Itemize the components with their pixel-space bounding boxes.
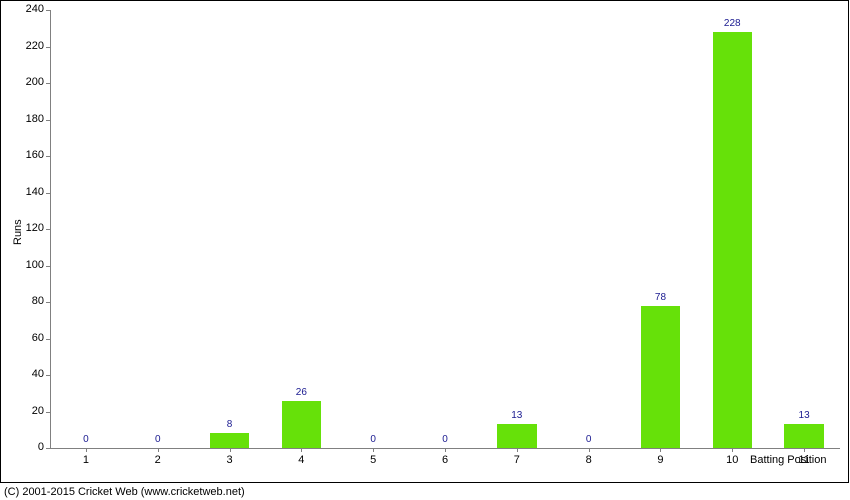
y-tick-label: 160 bbox=[14, 149, 44, 161]
x-tick-mark bbox=[230, 448, 231, 452]
y-tick-label: 200 bbox=[14, 76, 44, 88]
bar bbox=[641, 306, 681, 448]
bar-value-label: 0 bbox=[569, 434, 609, 445]
y-tick-mark bbox=[46, 412, 50, 413]
y-tick-mark bbox=[46, 375, 50, 376]
bar-value-label: 78 bbox=[640, 292, 680, 303]
y-tick-mark bbox=[46, 448, 50, 449]
bar bbox=[210, 433, 250, 448]
y-tick-mark bbox=[46, 339, 50, 340]
y-axis-line bbox=[50, 10, 51, 448]
x-tick-label: 10 bbox=[717, 454, 747, 466]
bar bbox=[784, 424, 824, 448]
y-tick-mark bbox=[46, 120, 50, 121]
x-tick-mark bbox=[373, 448, 374, 452]
y-tick-mark bbox=[46, 83, 50, 84]
x-tick-label: 5 bbox=[358, 454, 388, 466]
x-tick-label: 9 bbox=[645, 454, 675, 466]
bar-value-label: 13 bbox=[784, 410, 824, 421]
x-tick-mark bbox=[589, 448, 590, 452]
bar bbox=[497, 424, 537, 448]
x-tick-label: 2 bbox=[143, 454, 173, 466]
x-tick-mark bbox=[660, 448, 661, 452]
y-tick-label: 40 bbox=[14, 368, 44, 380]
y-tick-mark bbox=[46, 302, 50, 303]
copyright-text: (C) 2001-2015 Cricket Web (www.cricketwe… bbox=[4, 486, 245, 498]
x-tick-mark bbox=[301, 448, 302, 452]
bar-value-label: 0 bbox=[138, 434, 178, 445]
bar-value-label: 8 bbox=[210, 419, 250, 430]
bar-value-label: 0 bbox=[66, 434, 106, 445]
y-tick-mark bbox=[46, 193, 50, 194]
x-tick-label: 4 bbox=[286, 454, 316, 466]
bar-value-label: 13 bbox=[497, 410, 537, 421]
y-tick-label: 80 bbox=[14, 295, 44, 307]
x-tick-mark bbox=[158, 448, 159, 452]
y-tick-mark bbox=[46, 156, 50, 157]
x-tick-mark bbox=[517, 448, 518, 452]
y-tick-label: 120 bbox=[14, 222, 44, 234]
y-tick-label: 100 bbox=[14, 259, 44, 271]
y-tick-mark bbox=[46, 229, 50, 230]
y-tick-label: 240 bbox=[14, 3, 44, 15]
y-tick-mark bbox=[46, 47, 50, 48]
bar-value-label: 26 bbox=[281, 387, 321, 398]
y-tick-label: 180 bbox=[14, 113, 44, 125]
y-tick-label: 220 bbox=[14, 40, 44, 52]
bar-value-label: 0 bbox=[425, 434, 465, 445]
x-tick-label: 6 bbox=[430, 454, 460, 466]
x-tick-mark bbox=[86, 448, 87, 452]
x-tick-label: 8 bbox=[574, 454, 604, 466]
x-tick-mark bbox=[732, 448, 733, 452]
bar-value-label: 228 bbox=[712, 18, 752, 29]
x-tick-label: 3 bbox=[215, 454, 245, 466]
x-tick-mark bbox=[445, 448, 446, 452]
bar bbox=[713, 32, 753, 448]
x-tick-mark bbox=[804, 448, 805, 452]
y-tick-label: 0 bbox=[14, 441, 44, 453]
y-tick-mark bbox=[46, 266, 50, 267]
bar bbox=[282, 401, 322, 448]
y-tick-mark bbox=[46, 10, 50, 11]
y-tick-label: 20 bbox=[14, 405, 44, 417]
x-tick-label: 7 bbox=[502, 454, 532, 466]
bar-value-label: 0 bbox=[353, 434, 393, 445]
x-tick-label: 1 bbox=[71, 454, 101, 466]
y-tick-label: 140 bbox=[14, 186, 44, 198]
y-tick-label: 60 bbox=[14, 332, 44, 344]
x-tick-label: 11 bbox=[789, 454, 819, 466]
